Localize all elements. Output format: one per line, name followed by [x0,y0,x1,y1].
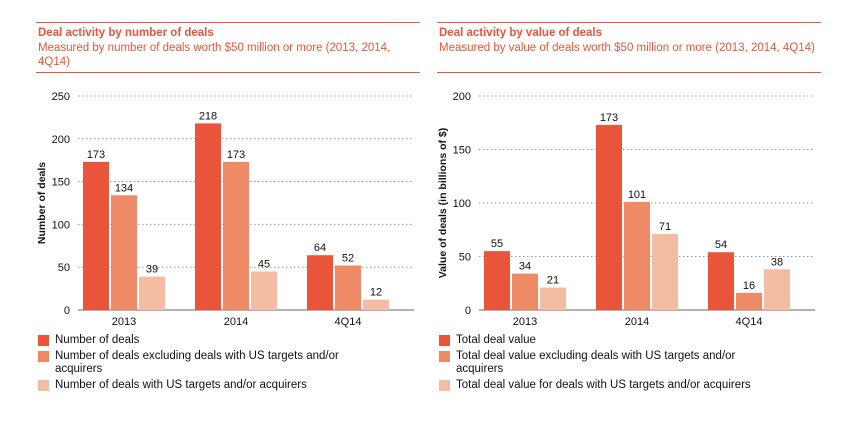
x-tick-label: 4Q14 [736,316,763,328]
bar-chart-deal-count: 0 50 100 150 200 250 Number of deals 173 134 39 20… [36,91,414,328]
data-label: 34 [519,261,531,273]
legend-swatch [439,335,450,346]
legend-swatch [38,351,49,362]
y-tick-label: 50 [58,262,70,274]
data-label: 54 [715,239,727,251]
data-label: 173 [87,149,105,161]
bar [307,255,333,310]
data-label: 64 [314,242,326,254]
data-label: 38 [771,256,783,268]
y-tick-label: 50 [459,252,471,264]
bar [251,271,277,310]
legend-label: Total deal value for deals with US targe… [456,379,751,391]
bar [335,265,361,310]
x-tick-label: 4Q14 [335,316,362,328]
chart-subtitle: Measured by number of deals worth $50 mi… [38,42,391,68]
bar [484,251,510,310]
y-tick-label: 200 [453,91,471,103]
data-label: 218 [199,110,217,122]
y-axis-label: Number of deals [36,162,48,244]
data-label: 55 [491,238,503,250]
data-label: 16 [743,280,755,292]
chart-legend: Number of deals Number of deals excluding… [36,334,420,395]
legend-label: Total deal value [456,334,536,346]
legend-item: Number of deals excluding deals with US … [36,350,420,376]
legend-label: Number of deals excluding deals with US … [55,350,339,375]
chart-title: Deal activity by number of deals [38,27,214,39]
chart-panel-deal-count: Deal activity by number of deals Measure… [36,0,420,422]
bar [223,161,249,310]
y-tick-label: 150 [453,145,471,157]
bar [764,269,790,310]
data-label: 173 [600,112,618,124]
chart-panel-deal-value: Deal activity by value of deals Measured… [437,0,821,422]
data-label: 21 [547,275,559,287]
x-tick-label: 2013 [112,316,136,328]
legend-swatch [38,335,49,346]
bar [596,124,622,310]
bar [139,276,165,310]
bar [540,287,566,310]
bar [652,234,678,310]
legend-item: Total deal value excluding deals with US… [437,350,821,376]
subtitle-rule [36,72,420,73]
legend-swatch [439,380,450,391]
data-label: 52 [342,252,354,264]
bar [363,299,389,310]
data-label: 134 [115,182,133,194]
subtitle-rule [437,72,821,73]
bar [111,195,137,310]
bar [624,201,650,310]
legend-label: Number of deals [55,334,140,346]
data-label: 101 [628,189,646,201]
chart-legend: Total deal value Total deal value excludi… [437,334,821,395]
y-tick-label: 100 [52,219,70,231]
data-label: 45 [258,258,270,270]
header-rule [36,22,420,23]
legend-item: Number of deals with US targets and/or a… [36,379,420,392]
y-tick-label: 100 [453,198,471,210]
legend-swatch [38,380,49,391]
bar [512,273,538,310]
legend-label: Total deal value excluding deals with US… [456,350,736,375]
y-tick-label: 200 [52,134,70,146]
data-label: 12 [370,287,382,299]
legend-label: Number of deals with US targets and/or a… [55,379,307,391]
legend-item: Number of deals [36,334,420,347]
legend-swatch [439,351,450,362]
legend-item: Total deal value for deals with US targe… [437,379,821,392]
y-tick-label: 0 [64,305,70,317]
bar [83,161,109,310]
x-tick-label: 2014 [625,316,649,328]
y-axis-label: Value of deals (in billions of $) [437,128,449,279]
data-label: 71 [659,221,671,233]
data-label: 173 [227,149,245,161]
chart-title: Deal activity by value of deals [439,27,602,39]
y-tick-label: 150 [52,177,70,189]
bar [736,292,762,310]
legend-item: Total deal value [437,334,821,347]
bar [195,123,221,310]
chart-subtitle: Measured by value of deals worth $50 mil… [439,42,815,54]
data-label: 39 [146,264,158,276]
header-rule [437,22,821,23]
bar-chart-deal-value: 0 50 100 150 200 Value of deals (in billions … [437,91,815,328]
x-tick-label: 2014 [224,316,248,328]
y-tick-label: 0 [465,305,471,317]
x-tick-label: 2013 [513,316,537,328]
y-tick-label: 250 [52,91,70,103]
bar [708,252,734,310]
